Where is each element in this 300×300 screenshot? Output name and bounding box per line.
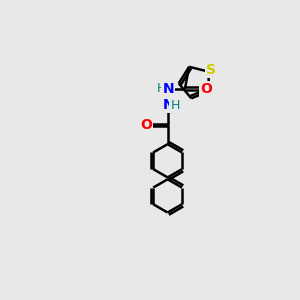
Text: N: N [162, 98, 174, 112]
Text: S: S [206, 63, 216, 77]
Text: O: O [200, 82, 212, 96]
Text: O: O [140, 118, 152, 132]
Text: H: H [157, 82, 166, 95]
Text: H: H [170, 99, 180, 112]
Text: N: N [162, 82, 174, 96]
